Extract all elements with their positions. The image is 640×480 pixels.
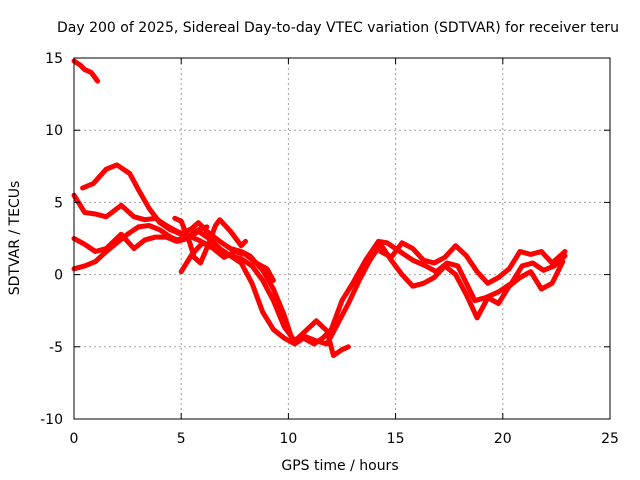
series-track-a (71, 58, 101, 84)
series-track-b (80, 162, 568, 347)
y-tick-label-5: 5 (54, 195, 63, 211)
x-tick-label-0: 0 (70, 431, 79, 447)
series-track-d (71, 228, 566, 347)
y-tick-label-10: 10 (45, 123, 63, 139)
x-tick-label-15: 15 (387, 431, 405, 447)
series-track-f (172, 215, 248, 266)
x-tick-label-5: 5 (177, 431, 186, 447)
x-tick-label-10: 10 (279, 431, 297, 447)
series-track-h (378, 240, 568, 286)
series-track-c (71, 192, 351, 358)
x-tick-label-20: 20 (494, 431, 512, 447)
y-axis-label: SDTVAR / TECUs (7, 181, 23, 296)
chart-title: Day 200 of 2025, Sidereal Day-to-day VTE… (57, 20, 619, 36)
tick-layer: 0 5 10 15 20 25 -10 -5 0 5 10 15 (40, 51, 619, 447)
x-axis-label: GPS time / hours (281, 458, 398, 474)
y-tick-label--10: -10 (40, 412, 63, 428)
plot-frame (73, 57, 611, 420)
series-track-g (178, 240, 276, 283)
y-tick-label-15: 15 (45, 51, 63, 67)
y-tick-label--5: -5 (49, 340, 63, 356)
y-tick-label-0: 0 (54, 268, 63, 284)
series-layer (71, 58, 568, 358)
x-tick-label-25: 25 (601, 431, 619, 447)
